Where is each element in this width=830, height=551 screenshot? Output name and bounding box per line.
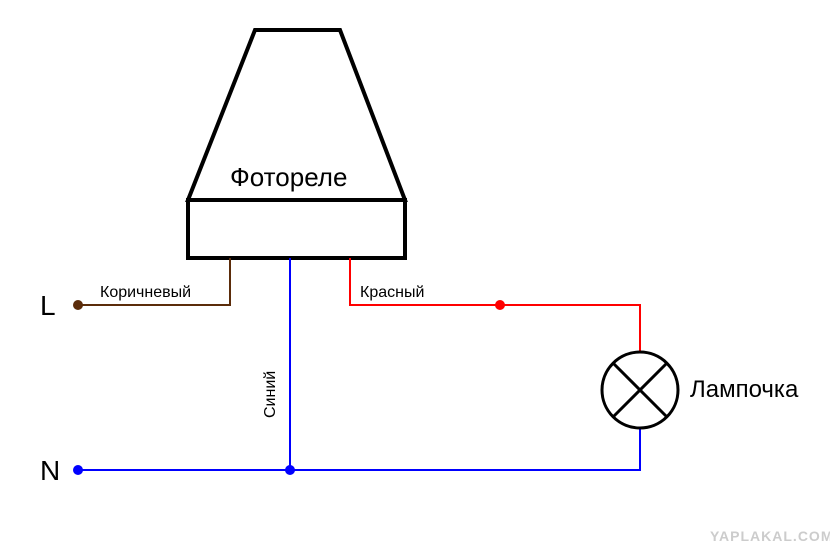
photorelay-base: [188, 200, 405, 258]
wire-blue-label: Синий: [262, 371, 280, 418]
wire-brown-label: Коричневый: [100, 284, 191, 302]
terminal-N-label: N: [40, 455, 60, 487]
junction-red: [495, 300, 505, 310]
watermark-text: YAPLAKAL.COM: [710, 528, 830, 544]
lamp-label: Лампочка: [690, 376, 798, 404]
wire-blue-neutral: [78, 428, 640, 470]
wiring-diagram: [0, 0, 830, 551]
terminal-N-dot: [73, 465, 83, 475]
junction-blue: [285, 465, 295, 475]
wire-red-label: Красный: [360, 284, 424, 302]
terminal-L-dot: [73, 300, 83, 310]
photorelay-label: Фотореле: [230, 162, 347, 193]
terminal-L-label: L: [40, 290, 56, 322]
